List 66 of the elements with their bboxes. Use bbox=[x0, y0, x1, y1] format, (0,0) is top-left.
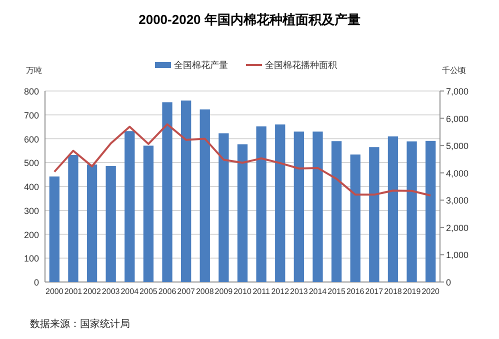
y-tick-label: 300 bbox=[24, 206, 39, 216]
legend-label: 全国棉花产量 bbox=[174, 60, 228, 70]
line-series bbox=[53, 123, 432, 197]
bar bbox=[162, 102, 172, 282]
chart-title: 2000-2020 年国内棉花种植面积及产量 bbox=[138, 12, 360, 27]
y-tick-label: 200 bbox=[24, 230, 39, 240]
bar bbox=[68, 154, 78, 282]
bar bbox=[218, 133, 229, 282]
y2-tick-label: 7,000 bbox=[446, 86, 469, 96]
x-tick-label: 2010 bbox=[234, 287, 252, 296]
y2-tick-label: 0 bbox=[446, 278, 452, 288]
bar bbox=[237, 144, 248, 282]
bar bbox=[275, 124, 286, 282]
y-tick-label: 700 bbox=[24, 110, 39, 120]
y2-tick-label: 1,000 bbox=[446, 250, 469, 260]
bar bbox=[406, 141, 417, 282]
y-tick-label: 0 bbox=[34, 278, 39, 288]
legend-label: 全国棉花播种面积 bbox=[265, 60, 337, 70]
bar bbox=[294, 132, 304, 282]
x-tick-label: 2020 bbox=[422, 287, 440, 296]
bar bbox=[312, 132, 323, 282]
x-tick-label: 2000 bbox=[46, 287, 64, 296]
x-tick-label: 2018 bbox=[384, 287, 402, 296]
x-tick-label: 2008 bbox=[196, 287, 214, 296]
bar bbox=[331, 141, 342, 282]
y2-tick-label: 6,000 bbox=[446, 114, 469, 124]
x-tick-label: 2011 bbox=[252, 287, 270, 296]
bar bbox=[388, 136, 398, 282]
x-tick-label: 2006 bbox=[158, 287, 177, 296]
y-tick-label: 600 bbox=[24, 134, 39, 144]
bar bbox=[124, 131, 135, 282]
bar bbox=[369, 147, 380, 282]
y2-axis-title: 千公顷 bbox=[442, 66, 466, 75]
source-note: 数据来源：国家统计局 bbox=[30, 318, 130, 330]
x-tick-label: 2015 bbox=[328, 287, 346, 296]
x-tick-label: 2019 bbox=[402, 287, 422, 296]
bar bbox=[49, 176, 60, 282]
bar bbox=[180, 100, 192, 282]
y-tick-label: 500 bbox=[24, 158, 39, 168]
x-tick-label: 2002 bbox=[83, 287, 102, 296]
x-tick-label: 2003 bbox=[102, 287, 120, 296]
x-tick-label: 2014 bbox=[308, 287, 328, 296]
x-tick-label: 2013 bbox=[290, 287, 308, 296]
x-tick-label: 2009 bbox=[214, 287, 234, 296]
bar bbox=[106, 166, 116, 282]
y-axis-title: 万吨 bbox=[26, 66, 42, 75]
bar bbox=[86, 164, 98, 282]
y-tick-label: 400 bbox=[24, 182, 39, 192]
x-tick-label: 2001 bbox=[64, 287, 83, 296]
bar bbox=[426, 140, 436, 282]
x-tick-label: 2012 bbox=[271, 287, 290, 296]
bar bbox=[350, 154, 360, 282]
x-tick-label: 2016 bbox=[346, 287, 365, 296]
y2-tick-label: 2,000 bbox=[446, 222, 469, 233]
bar bbox=[143, 146, 154, 282]
y2-tick-label: 4,000 bbox=[446, 168, 469, 178]
y2-tick-label: 3,000 bbox=[446, 196, 469, 206]
x-tick-label: 2017 bbox=[365, 287, 384, 296]
x-tick-label: 2007 bbox=[177, 287, 196, 296]
y2-tick-label: 5,000 bbox=[446, 141, 469, 152]
y-tick-label: 100 bbox=[24, 254, 39, 264]
y-tick-label: 800 bbox=[24, 86, 39, 96]
bar bbox=[256, 126, 266, 282]
x-tick-label: 2005 bbox=[140, 287, 158, 296]
x-tick-label: 2004 bbox=[120, 287, 140, 296]
bar bbox=[200, 109, 210, 282]
